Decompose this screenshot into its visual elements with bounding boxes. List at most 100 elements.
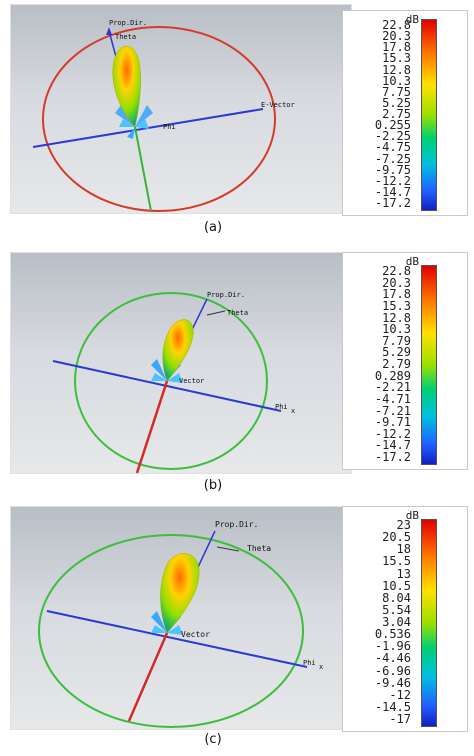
scale-tick: -12.2 — [374, 426, 411, 441]
scale-tick: -1.96 — [374, 639, 411, 654]
theta-label: Theta — [227, 309, 248, 317]
color-bar — [421, 519, 437, 727]
scale-tick: -9.46 — [374, 675, 411, 690]
radiation-pattern-a: Prop.Dir. Theta Phi E-Vector — [32, 19, 295, 212]
scale-tick: -7.25 — [374, 151, 411, 166]
reference-circle — [42, 26, 276, 212]
scale-tick: 22.8 — [382, 18, 411, 32]
color-scale-a: dB 22.8 20.3 17.8 15.3 12.8 10.3 7.75 5.25 2.75 0… — [342, 10, 468, 216]
main-lobe — [162, 319, 194, 382]
scale-tick: 7.75 — [382, 84, 411, 99]
z-axis — [127, 632, 169, 722]
3d-view-c[interactable]: Prop.Dir. Theta Vector Phi x — [10, 506, 352, 730]
caption-c: (c) — [204, 732, 222, 747]
scale-tick: 0.289 — [374, 368, 411, 383]
scale-tick: -17 — [389, 712, 411, 726]
scale-tick: 0.255 — [374, 118, 411, 133]
scale-tick: 18 — [396, 542, 411, 557]
x-label: x — [319, 663, 323, 671]
phi-label: Phi — [163, 123, 176, 131]
scale-tick: -7.21 — [374, 403, 411, 418]
z-axis — [135, 380, 169, 473]
3d-view-a[interactable]: Prop.Dir. Theta Phi E-Vector — [10, 4, 352, 214]
color-bar — [421, 19, 437, 211]
reference-circle — [74, 292, 268, 470]
scale-tick: 15.3 — [382, 51, 411, 66]
theta-axis — [206, 310, 226, 316]
scale-tick: 17.8 — [382, 287, 411, 302]
scale-tick: 7.79 — [382, 333, 411, 348]
theta-axis — [216, 546, 240, 552]
scale-tick: 22.8 — [382, 264, 411, 278]
scale-tick: -6.96 — [374, 663, 411, 678]
reference-circle — [38, 534, 304, 728]
scale-tick: 12.8 — [382, 310, 411, 325]
scale-tick: 10.3 — [382, 322, 411, 337]
scale-tick: -9.71 — [374, 415, 411, 430]
scale-tick: 20.5 — [382, 530, 411, 545]
scale-tick: 5.54 — [382, 602, 411, 617]
prop-dir-label: Prop.Dir. — [207, 291, 245, 299]
color-scale-b: dB 22.8 20.3 17.8 15.3 12.8 10.3 7.79 5.29 2.79 0… — [342, 252, 468, 470]
scale-tick: 10.5 — [382, 578, 411, 593]
theta-label: Theta — [247, 544, 271, 553]
phi-axis — [46, 610, 308, 668]
scale-tick: 12.8 — [382, 62, 411, 77]
scale-tick: 5.25 — [382, 95, 411, 110]
scale-tick: -2.21 — [374, 380, 411, 395]
scale-tick: -12 — [389, 687, 411, 702]
scale-tick: -14.7 — [374, 438, 411, 453]
panel-a: Prop.Dir. Theta Phi E-Vector dB 22.8 20.3… — [10, 4, 468, 240]
phi-axis — [52, 360, 282, 412]
side-lobes — [115, 105, 153, 139]
x-label: x — [291, 407, 295, 415]
scale-tick: 17.8 — [382, 40, 411, 55]
scale-unit: dB — [405, 255, 419, 268]
scale-tick: -4.71 — [374, 391, 411, 406]
phi-label: Phi — [303, 659, 316, 667]
scale-tick: 8.04 — [382, 590, 411, 605]
vector-label: Vector — [181, 630, 210, 639]
scale-tick: 5.29 — [382, 345, 411, 360]
panel-b: Prop.Dir. Theta Vector Phi x dB 22.8 20.3… — [10, 252, 468, 496]
scale-tick: 0.536 — [374, 627, 411, 642]
theta-label: Theta — [115, 33, 136, 41]
main-lobe — [160, 553, 200, 634]
scale-tick: 2.79 — [382, 357, 411, 371]
scale-tick: 20.3 — [382, 29, 411, 44]
caption-a: (a) — [203, 220, 223, 235]
scale-tick: 15.3 — [382, 298, 411, 313]
phi-label: Phi — [275, 403, 288, 411]
scale-tick: 15.5 — [382, 554, 411, 569]
3d-view-b[interactable]: Prop.Dir. Theta Vector Phi x — [10, 252, 352, 474]
scale-tick: 23 — [396, 518, 411, 532]
scale-unit: dB — [405, 13, 419, 26]
radiation-pattern-c: Prop.Dir. Theta Vector Phi x — [38, 520, 323, 728]
z-axis — [134, 126, 152, 212]
vector-label: Vector — [179, 377, 204, 385]
scale-unit: dB — [405, 509, 419, 522]
panel-c: Prop.Dir. Theta Vector Phi x dB 23 20.5 18… — [10, 506, 468, 756]
scale-tick: 13 — [396, 566, 411, 581]
caption-b: (b) — [203, 478, 223, 493]
color-scale-c: dB 23 20.5 18 15.5 13 10.5 8.04 5.54 3.04 0.536 -1… — [342, 506, 468, 732]
color-bar — [421, 265, 437, 465]
scale-tick: -17.2 — [374, 196, 411, 210]
scale-tick: 10.3 — [382, 73, 411, 88]
scale-tick: 20.3 — [382, 275, 411, 290]
scale-tick: -12.2 — [374, 173, 411, 188]
scale-tick: -4.46 — [374, 651, 411, 666]
scale-tick: -14.7 — [374, 184, 411, 199]
scale-tick: -4.75 — [374, 140, 411, 155]
vector-label: E-Vector — [261, 101, 295, 109]
main-lobe — [112, 46, 141, 128]
prop-dir-label: Prop.Dir. — [109, 19, 147, 27]
scale-tick: 2.75 — [382, 107, 411, 121]
radiation-pattern-b: Prop.Dir. Theta Vector Phi x — [52, 291, 295, 473]
scale-tick: -2.25 — [374, 129, 411, 144]
prop-dir-label: Prop.Dir. — [215, 520, 258, 529]
scale-tick: -14.5 — [374, 699, 411, 714]
scale-tick: -17.2 — [374, 450, 411, 464]
scale-tick: 3.04 — [382, 615, 411, 629]
scale-tick: -9.75 — [374, 162, 411, 177]
